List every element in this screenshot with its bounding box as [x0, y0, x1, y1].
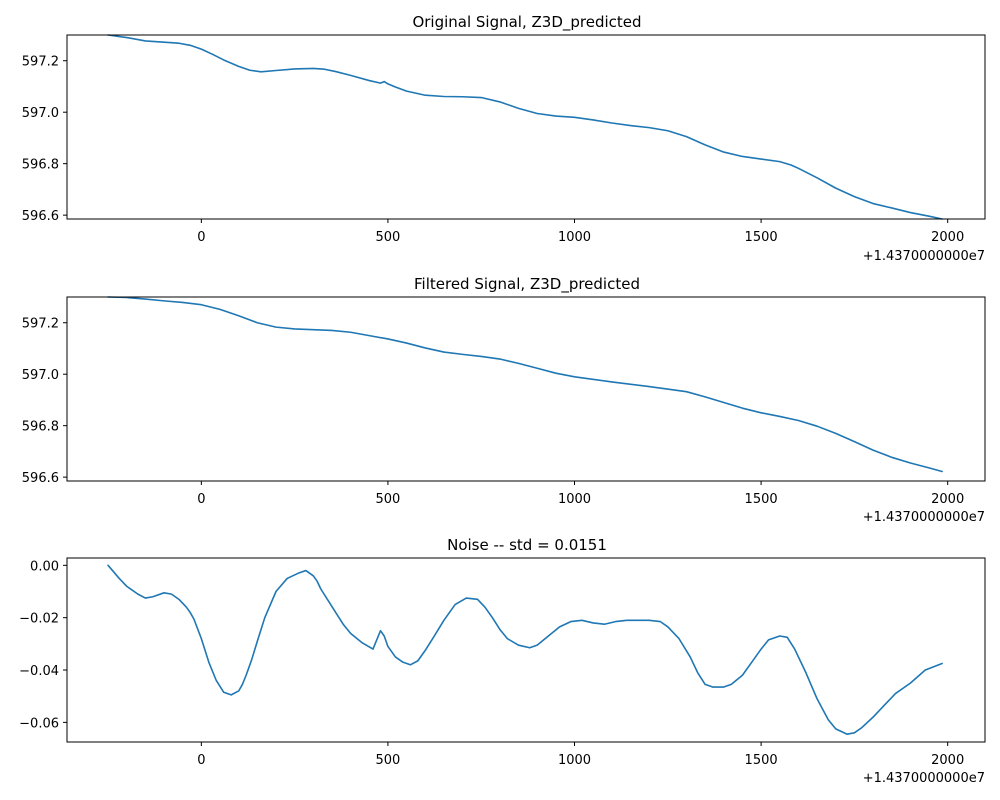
x-tick-label: 1000	[558, 753, 591, 768]
x-offset-label: +1.4370000000e7	[863, 249, 985, 264]
x-offset-label: +1.4370000000e7	[863, 510, 985, 525]
y-tick-label: 596.8	[22, 420, 59, 435]
plot-frame	[66, 557, 986, 743]
x-tick-label: 500	[376, 230, 401, 245]
chart-title: Filtered Signal, Z3D_predicted	[414, 275, 640, 294]
x-tick-label: 0	[197, 230, 205, 245]
x-tick-label: 0	[197, 753, 205, 768]
y-tick-label: 596.6	[22, 209, 59, 224]
y-tick-label: 597.2	[22, 55, 59, 70]
x-tick-label: 2000	[931, 230, 964, 245]
x-tick-label: 2000	[931, 753, 964, 768]
panel-original-signal: Original Signal, Z3D_predicted 0 500 1000 1…	[22, 13, 986, 264]
y-tick-label: −0.06	[19, 716, 59, 731]
y-tick-label: −0.02	[19, 612, 59, 627]
series-line	[107, 564, 943, 735]
x-tick-label: 1500	[745, 230, 778, 245]
x-axis: 0 500 1000 1500 2000	[197, 481, 964, 507]
panel-filtered-signal: Filtered Signal, Z3D_predicted 0 500 1000 1…	[22, 275, 986, 525]
series-layer	[107, 34, 943, 220]
y-tick-label: 597.2	[22, 317, 59, 332]
x-tick-label: 1000	[558, 230, 591, 245]
plot-frame	[66, 296, 986, 482]
x-tick-label: 1000	[558, 492, 591, 507]
x-tick-label: 0	[197, 492, 205, 507]
y-tick-label: 0.00	[30, 559, 59, 574]
y-tick-label: 596.6	[22, 471, 59, 486]
panel-noise: Noise -- std = 0.0151 0 500 1000 1500 2000 0…	[19, 536, 986, 786]
chart-title: Noise -- std = 0.0151	[447, 536, 607, 554]
x-tick-label: 1500	[745, 492, 778, 507]
y-axis: 596.6 596.8 597.0 597.2	[22, 317, 67, 486]
x-tick-label: 500	[376, 753, 401, 768]
y-tick-label: 597.0	[22, 106, 59, 121]
x-tick-label: 1500	[745, 753, 778, 768]
chart-title: Original Signal, Z3D_predicted	[412, 13, 641, 32]
x-tick-label: 500	[376, 492, 401, 507]
x-offset-label: +1.4370000000e7	[863, 771, 985, 786]
plot-frame	[66, 34, 986, 220]
x-axis: 0 500 1000 1500 2000	[197, 742, 964, 768]
x-axis: 0 500 1000 1500 2000	[197, 219, 964, 245]
x-tick-label: 2000	[931, 492, 964, 507]
y-tick-label: 597.0	[22, 368, 59, 383]
series-layer	[107, 564, 943, 735]
series-layer	[107, 296, 943, 473]
y-tick-label: −0.04	[19, 664, 59, 679]
y-axis: 0.00 −0.02 −0.04 −0.06	[19, 559, 67, 731]
series-line	[107, 34, 943, 220]
y-axis: 596.6 596.8 597.0 597.2	[22, 55, 67, 224]
series-line	[107, 296, 943, 473]
y-tick-label: 596.8	[22, 158, 59, 173]
